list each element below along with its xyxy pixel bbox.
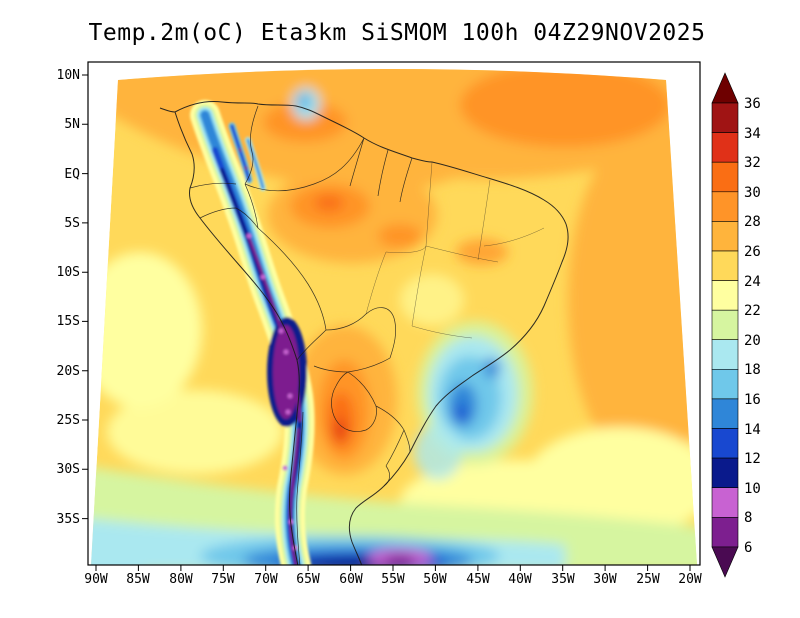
map-area [91,69,697,565]
lon-axis: 90W 85W 80W 75W 70W 65W 60W 55W 50W 45W … [84,572,702,587]
lon-label: 40W [508,572,532,587]
colorbar-label: 30 [744,185,761,201]
colorbar-label: 8 [744,510,752,526]
colorbar-segment [711,487,739,518]
colorbar-segment [711,398,739,429]
colorbar-segment [711,517,739,548]
colorbar-label: 10 [744,481,761,497]
colorbar-label: 26 [744,244,761,260]
colorbar-segment [711,368,739,400]
colorbar-segment [711,250,739,281]
page-title: Temp.2m(oC) Eta3km SiSMOM 100h 04Z29NOV2… [89,20,706,46]
coastline [159,101,569,565]
colorbar-label: 18 [744,362,761,378]
lat-label: 25S [57,413,80,428]
andes-cold-band [190,100,315,565]
se-brazil-cool-pool [414,321,533,480]
country-borders [189,105,413,565]
colorbar-segment [711,161,739,193]
axis-ticks [82,74,691,571]
colorbar-label: 20 [744,333,761,349]
colorbar: 36 34 32 30 28 26 24 22 20 18 16 14 12 1… [711,72,761,578]
colorbar-segment [711,428,739,459]
lon-label: 50W [423,572,447,587]
colorbar-label: 22 [744,303,761,319]
lon-label: 45W [466,572,490,587]
colorbar-label: 14 [744,422,761,438]
lon-label: 20W [678,572,702,587]
lat-label: EQ [64,167,80,182]
colorbar-segment [711,339,739,370]
southern-cold-band [200,536,500,565]
colorbar-label: 24 [744,274,761,290]
colorbar-segment [711,280,739,311]
lon-label: 55W [381,572,405,587]
lat-label: 10S [57,265,80,280]
lat-label: 30S [57,462,80,477]
lat-label: 10N [57,68,80,83]
lon-label: 35W [551,572,575,587]
lat-label: 15S [57,314,80,329]
lat-label: 5N [64,117,80,132]
colorbar-label: 36 [744,96,761,112]
colorbar-segment [711,221,739,252]
lat-label: 35S [57,512,80,527]
lon-label: 65W [296,572,320,587]
lon-label: 85W [126,572,150,587]
colorbar-label: 12 [744,451,761,467]
lon-label: 60W [339,572,363,587]
lon-label: 90W [84,572,108,587]
colorbar-arrow-bottom [711,546,739,578]
colorbar-segment [711,132,739,163]
lat-axis: 10N 5N EQ 5S 10S 15S 20S 25S 30S 35S [57,68,81,527]
colorbar-label: 6 [744,540,752,556]
colorbar-segment [711,102,739,133]
lon-label: 75W [211,572,235,587]
temperature-field [91,69,697,565]
colorbar-label: 16 [744,392,761,408]
map-frame [87,61,701,566]
colorbar-segment [711,191,739,222]
lat-label: 20S [57,364,80,379]
lon-label: 30W [593,572,617,587]
colorbar-label: 28 [744,214,761,230]
colorbar-arrow-top [711,72,739,104]
colorbar-label: 34 [744,126,761,142]
lon-label: 25W [636,572,660,587]
colorbar-label: 32 [744,155,761,171]
state-borders [365,161,545,339]
colorbar-segment [711,309,739,341]
lat-label: 5S [64,216,80,231]
lon-label: 80W [169,572,193,587]
colorbar-segment [711,457,739,489]
lon-label: 70W [254,572,278,587]
